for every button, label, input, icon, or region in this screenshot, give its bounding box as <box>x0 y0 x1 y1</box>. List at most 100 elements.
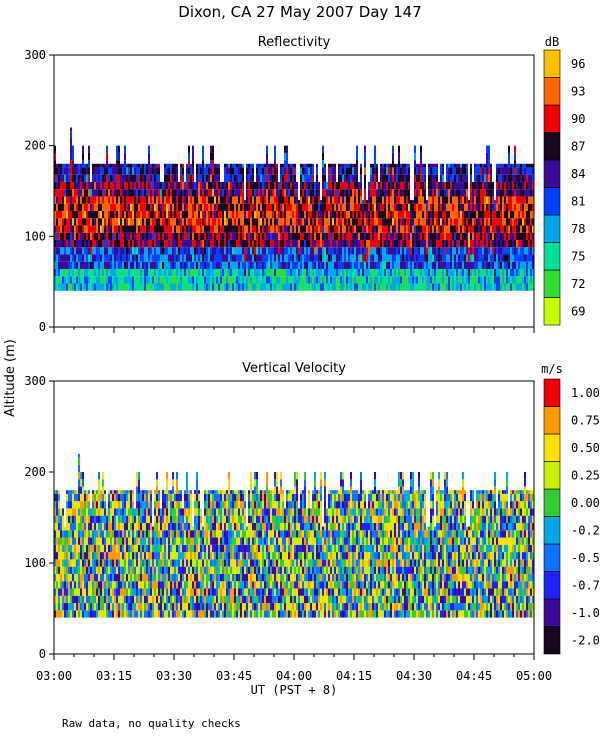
data-cell <box>236 181 238 190</box>
data-cell <box>426 239 428 248</box>
data-cell <box>92 508 94 516</box>
data-cell <box>328 163 330 168</box>
data-cell <box>74 189 76 197</box>
data-cell <box>62 544 64 553</box>
data-cell <box>264 261 266 269</box>
data-cell <box>266 196 268 204</box>
data-cell <box>500 210 502 219</box>
data-cell <box>462 196 464 204</box>
data-cell <box>396 196 398 204</box>
data-cell <box>54 174 56 182</box>
data-cell <box>170 218 172 226</box>
data-cell <box>106 225 108 233</box>
data-cell <box>78 167 80 175</box>
data-cell <box>386 239 388 248</box>
data-cell <box>492 189 494 197</box>
data-cell <box>408 167 410 175</box>
data-cell <box>126 530 128 538</box>
data-cell <box>280 247 282 255</box>
data-cell <box>96 588 98 596</box>
data-cell <box>150 268 152 277</box>
data-cell <box>518 232 520 240</box>
data-cell <box>148 167 150 175</box>
data-cell <box>96 276 98 284</box>
data-cell <box>120 276 122 284</box>
data-cell <box>104 218 106 226</box>
data-cell <box>342 174 344 182</box>
data-cell <box>212 218 214 226</box>
data-cell <box>206 203 208 211</box>
data-cell <box>64 573 66 582</box>
data-cell <box>282 254 284 262</box>
data-cell <box>236 239 238 248</box>
data-cell <box>430 174 432 182</box>
data-cell <box>122 261 124 269</box>
data-cell <box>422 283 424 291</box>
data-cell <box>356 167 358 175</box>
data-cell <box>496 225 498 233</box>
data-cell <box>212 181 214 190</box>
data-cell <box>92 225 94 233</box>
data-cell <box>496 283 498 291</box>
data-cell <box>58 167 60 175</box>
data-cell <box>300 163 302 168</box>
data-cell <box>152 232 154 240</box>
data-cell <box>340 163 342 168</box>
data-cell <box>510 210 512 219</box>
data-cell <box>350 218 352 226</box>
data-cell <box>362 218 364 226</box>
data-cell <box>54 261 56 269</box>
data-cell <box>462 174 464 182</box>
data-cell <box>388 254 390 262</box>
data-cell <box>158 167 160 175</box>
data-cell <box>508 247 510 255</box>
data-cell <box>400 225 402 233</box>
data-cell <box>76 595 78 604</box>
data-cell <box>296 268 298 277</box>
data-cell <box>270 181 272 190</box>
data-cell <box>82 167 84 175</box>
data-cell <box>356 145 358 153</box>
data-cell <box>392 203 394 211</box>
data-cell <box>338 232 340 240</box>
data-cell <box>86 167 88 175</box>
data-cell <box>108 537 110 545</box>
data-cell <box>172 247 174 255</box>
data-cell <box>64 610 66 618</box>
data-cell <box>370 196 372 204</box>
data-cell <box>366 225 368 233</box>
data-cell <box>164 254 166 262</box>
data-cell <box>360 247 362 255</box>
data-cell <box>418 203 420 211</box>
data-cell <box>54 276 56 284</box>
data-cell <box>432 276 434 284</box>
data-cell <box>152 239 154 248</box>
data-cell <box>56 247 58 255</box>
data-cell <box>390 196 392 204</box>
data-cell <box>112 573 114 582</box>
data-cell <box>468 283 470 291</box>
data-cell <box>128 610 130 618</box>
data-cell <box>238 261 240 269</box>
data-cell <box>304 174 306 182</box>
data-cell <box>96 573 98 582</box>
data-cell <box>420 152 422 161</box>
data-cell <box>110 189 112 197</box>
data-cell <box>264 239 266 248</box>
data-cell <box>138 261 140 269</box>
data-cell <box>68 515 70 523</box>
data-cell <box>430 283 432 291</box>
data-cell <box>272 167 274 175</box>
data-cell <box>458 196 460 204</box>
data-cell <box>236 232 238 240</box>
data-cell <box>104 203 106 211</box>
data-cell <box>268 283 270 291</box>
data-cell <box>352 225 354 233</box>
data-cell <box>386 203 388 211</box>
data-cell <box>240 218 242 226</box>
data-cell <box>364 254 366 262</box>
data-cell <box>448 167 450 175</box>
data-cell <box>376 232 378 240</box>
data-cell <box>488 210 490 219</box>
data-cell <box>66 232 68 240</box>
